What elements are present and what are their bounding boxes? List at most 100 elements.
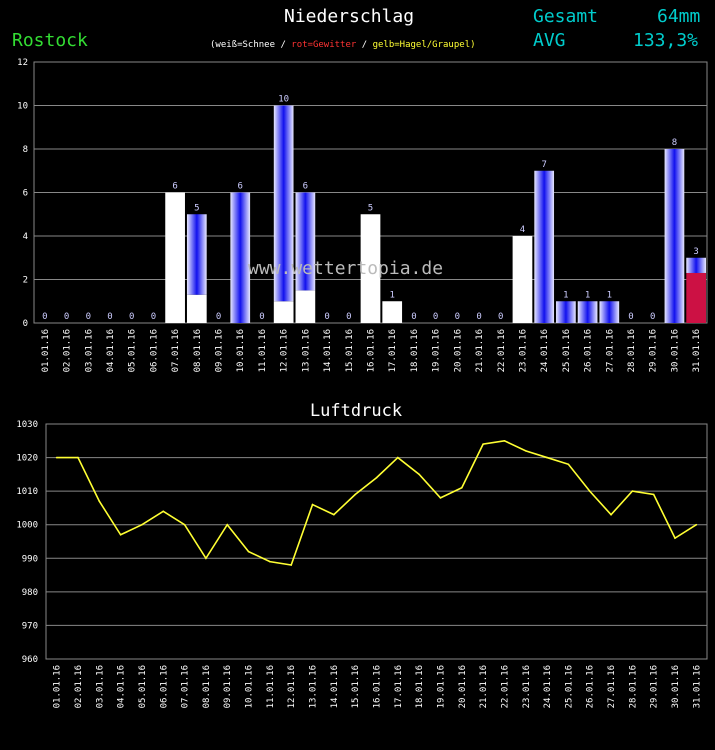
- line-x-tick-label: 01.01.16: [53, 665, 63, 708]
- bar-rain: [534, 170, 555, 323]
- bar-x-tick-label: 05.01.16: [128, 329, 138, 372]
- page-title: Niederschlag: [284, 6, 415, 27]
- bar-value-label: 0: [411, 312, 416, 322]
- bar-snow: [165, 192, 185, 323]
- bar-value-label: 0: [346, 312, 351, 322]
- bar-y-tick-label: 2: [23, 276, 28, 286]
- bar-x-tick-label: 17.01.16: [388, 329, 398, 372]
- bar-value-label: 6: [303, 182, 308, 192]
- bar-snow: [512, 236, 533, 323]
- line-x-tick-label: 28.01.16: [628, 665, 638, 708]
- pressure-point: [247, 550, 250, 553]
- bar-value-label: 0: [42, 312, 47, 322]
- bar-x-tick-label: 24.01.16: [540, 329, 550, 372]
- avg-label: AVG: [533, 30, 566, 51]
- line-x-tick-label: 08.01.16: [202, 665, 212, 708]
- line-y-tick-label: 970: [22, 621, 38, 631]
- bar-value-label: 5: [368, 203, 373, 213]
- bar-rain: [186, 214, 207, 295]
- line-x-tick-label: 03.01.16: [95, 665, 105, 708]
- bar-value-label: 5: [194, 203, 199, 213]
- pressure-point: [652, 493, 655, 496]
- bar-x-tick-label: 06.01.16: [149, 329, 159, 372]
- pressure-point: [375, 476, 378, 479]
- line-x-tick-label: 20.01.16: [458, 665, 468, 708]
- bar-x-tick-label: 18.01.16: [410, 329, 420, 372]
- bar-value-label: 0: [129, 312, 134, 322]
- line-x-tick-label: 11.01.16: [266, 665, 276, 708]
- line-y-tick-label: 980: [22, 588, 38, 598]
- line-x-tick-label: 22.01.16: [500, 665, 510, 708]
- line-x-tick-label: 30.01.16: [671, 665, 681, 708]
- pressure-point: [610, 513, 612, 516]
- pressure-point: [55, 456, 58, 459]
- line-x-tick-label: 05.01.16: [138, 665, 148, 708]
- bar-value-label: 0: [216, 312, 221, 322]
- pressure-chart-title: Luftdruck: [310, 401, 402, 421]
- line-y-tick-label: 1000: [16, 521, 38, 531]
- bar-value-label: 0: [324, 312, 329, 322]
- line-x-tick-label: 25.01.16: [564, 665, 574, 708]
- bar-value-label: 6: [172, 182, 177, 192]
- bar-x-tick-label: 30.01.16: [670, 329, 680, 372]
- pressure-point: [162, 510, 165, 513]
- line-plot-frame: [45, 423, 708, 660]
- line-x-tick-label: 04.01.16: [117, 665, 127, 708]
- bar-value-label: 6: [238, 182, 243, 192]
- bar-value-label: 10: [278, 95, 289, 105]
- line-y-tick-label: 1010: [16, 487, 38, 497]
- pressure-point: [141, 523, 143, 526]
- bar-x-tick-label: 12.01.16: [280, 329, 290, 372]
- bar-x-tick-label: 15.01.16: [345, 329, 355, 372]
- bar-thunder: [686, 272, 706, 323]
- bar-x-tick-label: 02.01.16: [63, 329, 73, 372]
- line-x-tick-label: 07.01.16: [181, 665, 191, 708]
- pressure-point: [460, 486, 463, 489]
- pressure-point: [354, 493, 356, 496]
- line-x-tick-label: 14.01.16: [330, 665, 340, 708]
- bar-x-tick-label: 13.01.16: [301, 329, 311, 372]
- bar-value-label: 1: [389, 290, 394, 300]
- line-x-tick-label: 10.01.16: [245, 665, 255, 708]
- pressure-point: [269, 560, 271, 563]
- line-x-tick-label: 17.01.16: [394, 665, 404, 708]
- line-y-tick-label: 1020: [16, 454, 38, 464]
- bar-y-tick-label: 10: [17, 102, 28, 112]
- bar-value-label: 0: [476, 312, 481, 322]
- pressure-point: [695, 523, 698, 526]
- line-x-tick-label: 27.01.16: [607, 665, 617, 708]
- line-x-tick-label: 15.01.16: [351, 665, 361, 708]
- bar-x-tick-label: 14.01.16: [323, 329, 333, 372]
- pressure-point: [439, 497, 442, 499]
- bar-value-label: 1: [563, 290, 568, 300]
- bar-x-tick-label: 21.01.16: [475, 329, 485, 372]
- line-x-tick-label: 24.01.16: [543, 665, 553, 708]
- bar-x-tick-label: 07.01.16: [171, 329, 181, 372]
- pressure-point: [333, 513, 335, 516]
- bar-snow: [273, 301, 294, 323]
- watermark-text: www.wettertopia.de: [248, 258, 443, 279]
- line-y-tick-label: 960: [22, 655, 38, 665]
- pressure-point: [119, 533, 122, 536]
- line-x-tick-label: 16.01.16: [373, 665, 383, 708]
- line-x-tick-label: 06.01.16: [159, 665, 169, 708]
- bar-y-tick-label: 8: [23, 145, 28, 155]
- bar-x-tick-label: 22.01.16: [497, 329, 507, 372]
- legend-separator: /: [361, 40, 368, 50]
- bar-x-tick-label: 20.01.16: [453, 329, 463, 372]
- line-x-tick-label: 23.01.16: [522, 665, 532, 708]
- pressure-point: [77, 456, 79, 459]
- bar-y-tick-label: 0: [23, 319, 28, 329]
- pressure-point: [205, 557, 207, 560]
- bar-x-tick-label: 03.01.16: [84, 329, 94, 372]
- bar-x-tick-label: 01.01.16: [41, 329, 51, 372]
- pressure-point: [482, 443, 484, 445]
- bar-x-tick-label: 28.01.16: [627, 329, 637, 372]
- pressure-point: [311, 503, 314, 506]
- pressure-point: [183, 523, 186, 526]
- bar-snow: [295, 290, 316, 323]
- bar-value-label: 0: [107, 312, 112, 322]
- legend-thunder: rot=Gewitter: [291, 40, 357, 50]
- bar-snow: [382, 301, 403, 323]
- legend-snow: (weiß=Schnee /: [210, 40, 286, 50]
